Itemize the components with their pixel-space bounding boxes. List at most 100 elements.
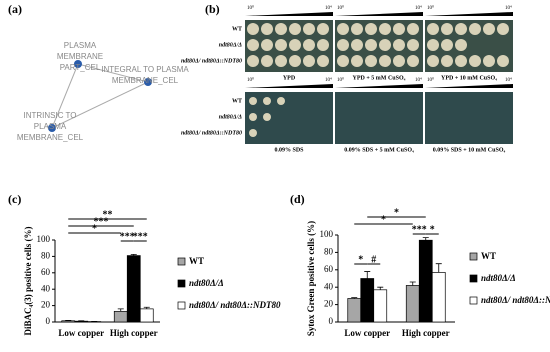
colony [337, 23, 349, 35]
dilution-label: 10⁰ [337, 5, 344, 11]
significance-label: * [381, 214, 386, 225]
node-label: INTEGRAL TO PLASMA MEMBRANE_CEL [101, 65, 189, 85]
node-label-box: INTRINSIC TO PLASMA MEMBRANE_CEL [16, 111, 84, 142]
colony [455, 39, 467, 51]
bar [360, 278, 375, 323]
significance-label: ** [103, 209, 113, 220]
colony [407, 55, 419, 67]
significance-label: *** [412, 224, 427, 235]
error-bar [143, 306, 150, 309]
dilution-label: 10⁴ [505, 5, 512, 11]
bar [113, 310, 128, 323]
dilution-label: 10⁰ [427, 5, 434, 11]
colony [289, 23, 301, 35]
colony [351, 39, 363, 51]
plate [245, 92, 333, 144]
y-tick-label: 60 [324, 264, 334, 274]
colony [261, 39, 273, 51]
colony [337, 55, 349, 67]
colony [351, 23, 363, 35]
colony [249, 97, 257, 105]
bar [74, 320, 89, 323]
dilution-label: 10⁴ [415, 77, 422, 83]
plate [425, 92, 513, 144]
x-tick-label: Low copper [344, 328, 390, 338]
colony [317, 55, 329, 67]
colony [365, 55, 377, 67]
colony [379, 23, 391, 35]
bar [126, 255, 141, 323]
node [74, 60, 82, 68]
colony [365, 23, 377, 35]
significance-label: *** [94, 216, 109, 227]
colony [497, 55, 509, 67]
error-bar [351, 297, 358, 299]
y-tick-label: 20 [324, 299, 334, 309]
colony [407, 39, 419, 51]
dilution-label: 10⁰ [247, 77, 254, 83]
edge [51, 63, 79, 129]
colony [317, 23, 329, 35]
colony [261, 55, 273, 67]
plate [335, 92, 423, 144]
error-bar [130, 253, 137, 256]
colony [427, 39, 439, 51]
node [144, 78, 152, 86]
y-tick-label: 100 [320, 229, 334, 239]
colony [441, 23, 453, 35]
colony [365, 39, 377, 51]
colony [441, 39, 453, 51]
significance-label: # [371, 254, 376, 265]
dilution-wedge [245, 84, 333, 88]
strain-label: WT [232, 26, 242, 32]
node-label: INTRINSIC TO PLASMA MEMBRANE_CEL [16, 111, 84, 142]
dilution-wedge [425, 12, 513, 16]
node [48, 124, 56, 132]
colony [277, 97, 285, 105]
colony [303, 55, 315, 67]
dilution-label: 10⁴ [325, 77, 332, 83]
node-label-box: PLASMA MEMBRANE PART_CEL [56, 41, 104, 72]
x-tick-label: High copper [110, 328, 158, 338]
dilution-label: 10⁴ [505, 77, 512, 83]
error-bar [377, 286, 384, 290]
legend-label: WT [481, 251, 496, 261]
panel-label: (a) [8, 2, 22, 16]
colony [427, 23, 439, 35]
bar [373, 289, 388, 323]
colony [263, 97, 271, 105]
error-bar [409, 281, 416, 286]
colony [303, 23, 315, 35]
y-tick-label: 80 [324, 246, 334, 256]
colony [275, 39, 287, 51]
colony [427, 55, 439, 67]
significance-label: *** [120, 231, 135, 242]
node-label: PLASMA MEMBRANE PART_CEL [56, 41, 104, 72]
y-tick-label: 20 [41, 300, 51, 310]
colony [497, 23, 509, 35]
colony [263, 113, 271, 121]
colony [483, 23, 495, 35]
significance-label: * [358, 254, 363, 265]
y-tick-label: 40 [324, 281, 334, 291]
colony [337, 39, 349, 51]
colony [303, 39, 315, 51]
dilution-label: 10⁴ [325, 5, 332, 11]
panel-label: (c) [8, 192, 21, 206]
dilution-label: 10⁰ [427, 77, 434, 83]
dilution-label: 10⁴ [415, 5, 422, 11]
strain-label: ndt80Δ/Δ [219, 114, 242, 120]
error-bar [422, 237, 429, 241]
y-axis-title: Sytox Green positive cells (%) [306, 221, 316, 336]
colony [249, 129, 257, 137]
significance-label: * [430, 224, 435, 235]
strain-label: ndt80Δ/Δ [219, 42, 242, 48]
dilution-wedge [425, 84, 513, 88]
significance-label: *** [133, 231, 148, 242]
y-tick-label: 0 [46, 316, 51, 326]
node-label-box: INTEGRAL TO PLASMA MEMBRANE_CEL [101, 65, 189, 85]
colony [379, 39, 391, 51]
legend-swatch [469, 296, 478, 305]
colony [317, 39, 329, 51]
panel-label: (b) [205, 2, 220, 16]
